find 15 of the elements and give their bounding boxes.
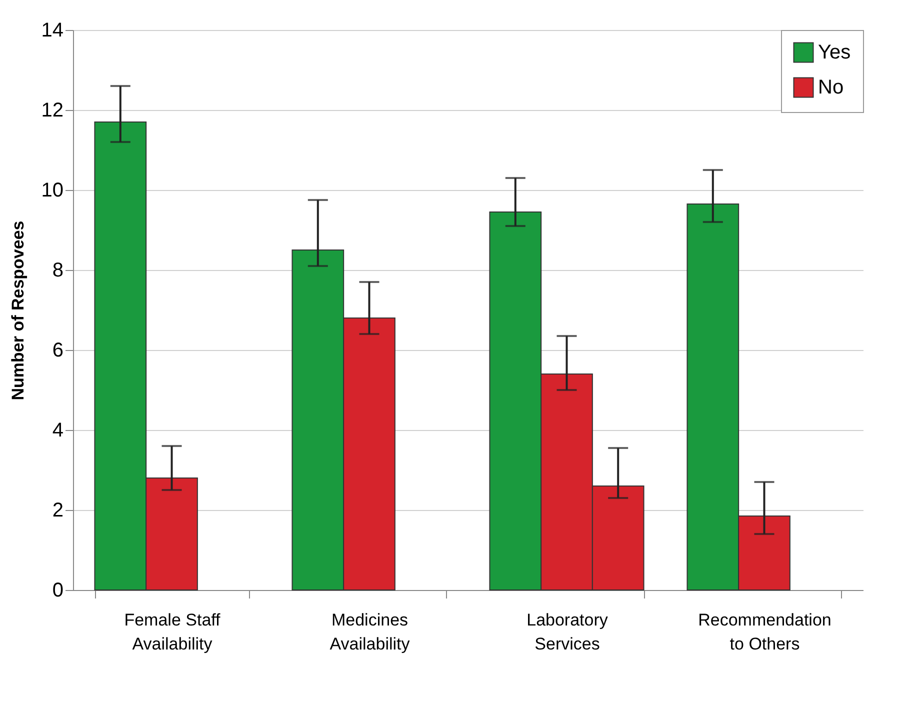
y-tick-label: 8 (52, 260, 64, 282)
y-tick-label: 0 (52, 580, 64, 602)
x-tick-label: Laboratory Services (526, 610, 608, 654)
y-tick-label: 10 (41, 180, 64, 202)
y-tick-label: 4 (52, 420, 64, 442)
legend-label: No (818, 76, 844, 98)
y-tick-label: 2 (52, 500, 64, 522)
y-tick-label: 14 (41, 20, 64, 42)
x-tick-label: Medicines Availability (330, 610, 410, 654)
x-tick-label: Female Staff Availability (124, 610, 221, 654)
y-tick-label: 6 (52, 340, 64, 362)
legend-label: Yes (818, 42, 851, 64)
y-tick-label: 12 (41, 100, 64, 122)
y-axis-title: Number of Respovees (8, 220, 28, 400)
x-tick-label: Recommendation to Others (698, 610, 832, 654)
